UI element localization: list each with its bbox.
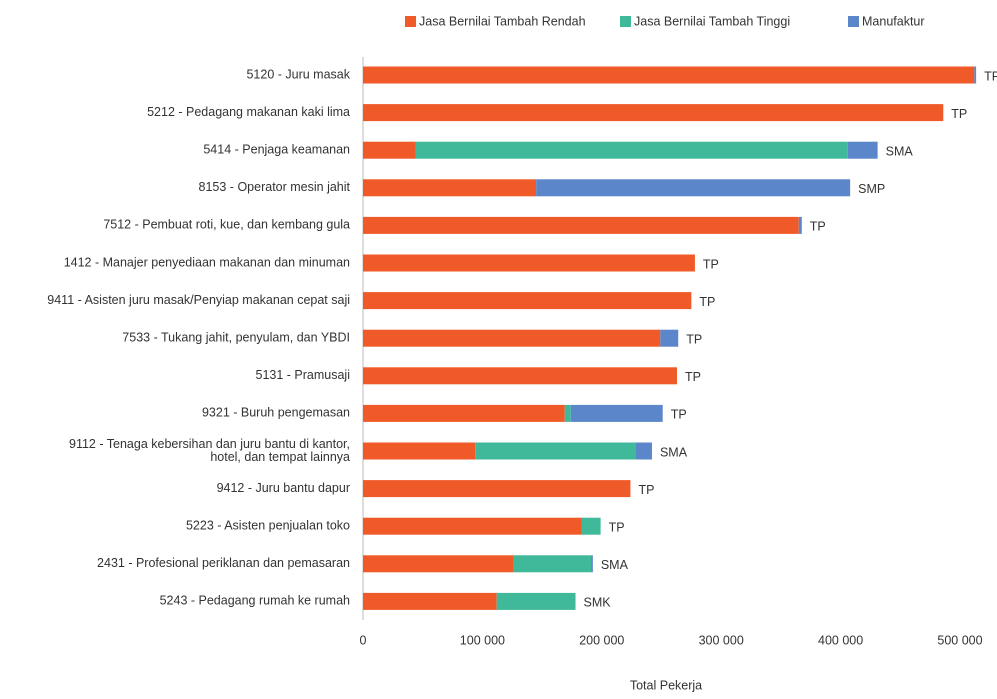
end-label: TP (686, 332, 702, 346)
y-tick-label: hotel, dan tempat lainnya (210, 450, 350, 464)
bar-segment (363, 329, 661, 347)
bar-segment (496, 592, 576, 610)
y-tick-label: 5243 - Pedagang rumah ke rumah (160, 594, 350, 608)
bar-segment (475, 442, 636, 460)
bar-segment (363, 592, 497, 610)
y-tick-label: 7533 - Tukang jahit, penyulam, dan YBDI (122, 330, 350, 344)
bar-segment (363, 216, 799, 234)
y-tick-label: 5223 - Asisten penjualan toko (186, 518, 350, 532)
end-label: SMA (886, 144, 914, 158)
bar-segment (363, 141, 416, 159)
y-tick-label: 9112 - Tenaga kebersihan dan juru bantu … (69, 437, 350, 451)
bar-segment (363, 517, 582, 535)
bar-segment (581, 517, 601, 535)
end-label: TP (951, 107, 967, 121)
end-label: TP (810, 220, 826, 234)
end-label: SMA (601, 558, 629, 572)
bar-segment (564, 404, 571, 422)
legend-label: Manufaktur (862, 14, 925, 28)
bar-segment (536, 179, 851, 197)
end-label: TP (703, 257, 719, 271)
bar-segment (513, 555, 592, 573)
bar-segment (847, 141, 878, 159)
end-label: TP (609, 520, 625, 534)
y-tick-label: 9321 - Buruh pengemasan (202, 406, 350, 420)
y-tick-label: 1412 - Manajer penyediaan makanan dan mi… (64, 255, 350, 269)
x-axis-title: Total Pekerja (630, 678, 702, 692)
bar-segment (363, 367, 678, 385)
y-tick-label: 5131 - Pramusaji (256, 368, 351, 382)
bar-segment (570, 404, 663, 422)
y-tick-label: 8153 - Operator mesin jahit (199, 180, 351, 194)
bar-segment (635, 442, 652, 460)
x-tick-label: 0 (360, 633, 367, 647)
bar-segment (363, 254, 695, 272)
x-tick-label: 500 000 (937, 633, 982, 647)
y-tick-label: 5414 - Penjaga keamanan (203, 142, 350, 156)
bar-segment (591, 555, 593, 573)
bar-segment (660, 329, 679, 347)
bar-segment (363, 292, 692, 310)
y-tick-label: 9412 - Juru bantu dapur (217, 481, 350, 495)
end-label: TP (638, 483, 654, 497)
end-label: TP (699, 295, 715, 309)
x-tick-label: 300 000 (699, 633, 744, 647)
x-tick-label: 100 000 (460, 633, 505, 647)
y-tick-label: 5120 - Juru masak (246, 67, 350, 81)
legend-swatch (405, 16, 416, 27)
y-tick-label: 7512 - Pembuat roti, kue, dan kembang gu… (103, 218, 350, 232)
legend-swatch (848, 16, 859, 27)
y-tick-label: 2431 - Profesional periklanan dan pemasa… (97, 556, 350, 570)
bar-segment (363, 104, 944, 122)
legend-label: Jasa Bernilai Tambah Rendah (419, 14, 586, 28)
y-tick-label: 5212 - Pedagang makanan kaki lima (147, 105, 350, 119)
end-label: SMP (858, 182, 885, 196)
legend-swatch (620, 16, 631, 27)
bar-segment (974, 66, 977, 84)
bar-segment (363, 404, 565, 422)
end-label: TP (984, 69, 997, 83)
bar-segment (363, 480, 631, 498)
bar-segment (415, 141, 848, 159)
bar-segment (363, 555, 514, 573)
end-label: SMK (584, 596, 612, 610)
x-tick-label: 400 000 (818, 633, 863, 647)
end-label: SMA (660, 445, 688, 459)
bar-segment (363, 66, 975, 84)
bar-segment (363, 442, 476, 460)
x-tick-label: 200 000 (579, 633, 624, 647)
y-tick-label: 9411 - Asisten juru masak/Penyiap makana… (47, 293, 350, 307)
bar-segment (363, 179, 537, 197)
bar-segment (798, 216, 802, 234)
legend-label: Jasa Bernilai Tambah Tinggi (634, 14, 790, 28)
end-label: TP (685, 370, 701, 384)
end-label: TP (671, 408, 687, 422)
